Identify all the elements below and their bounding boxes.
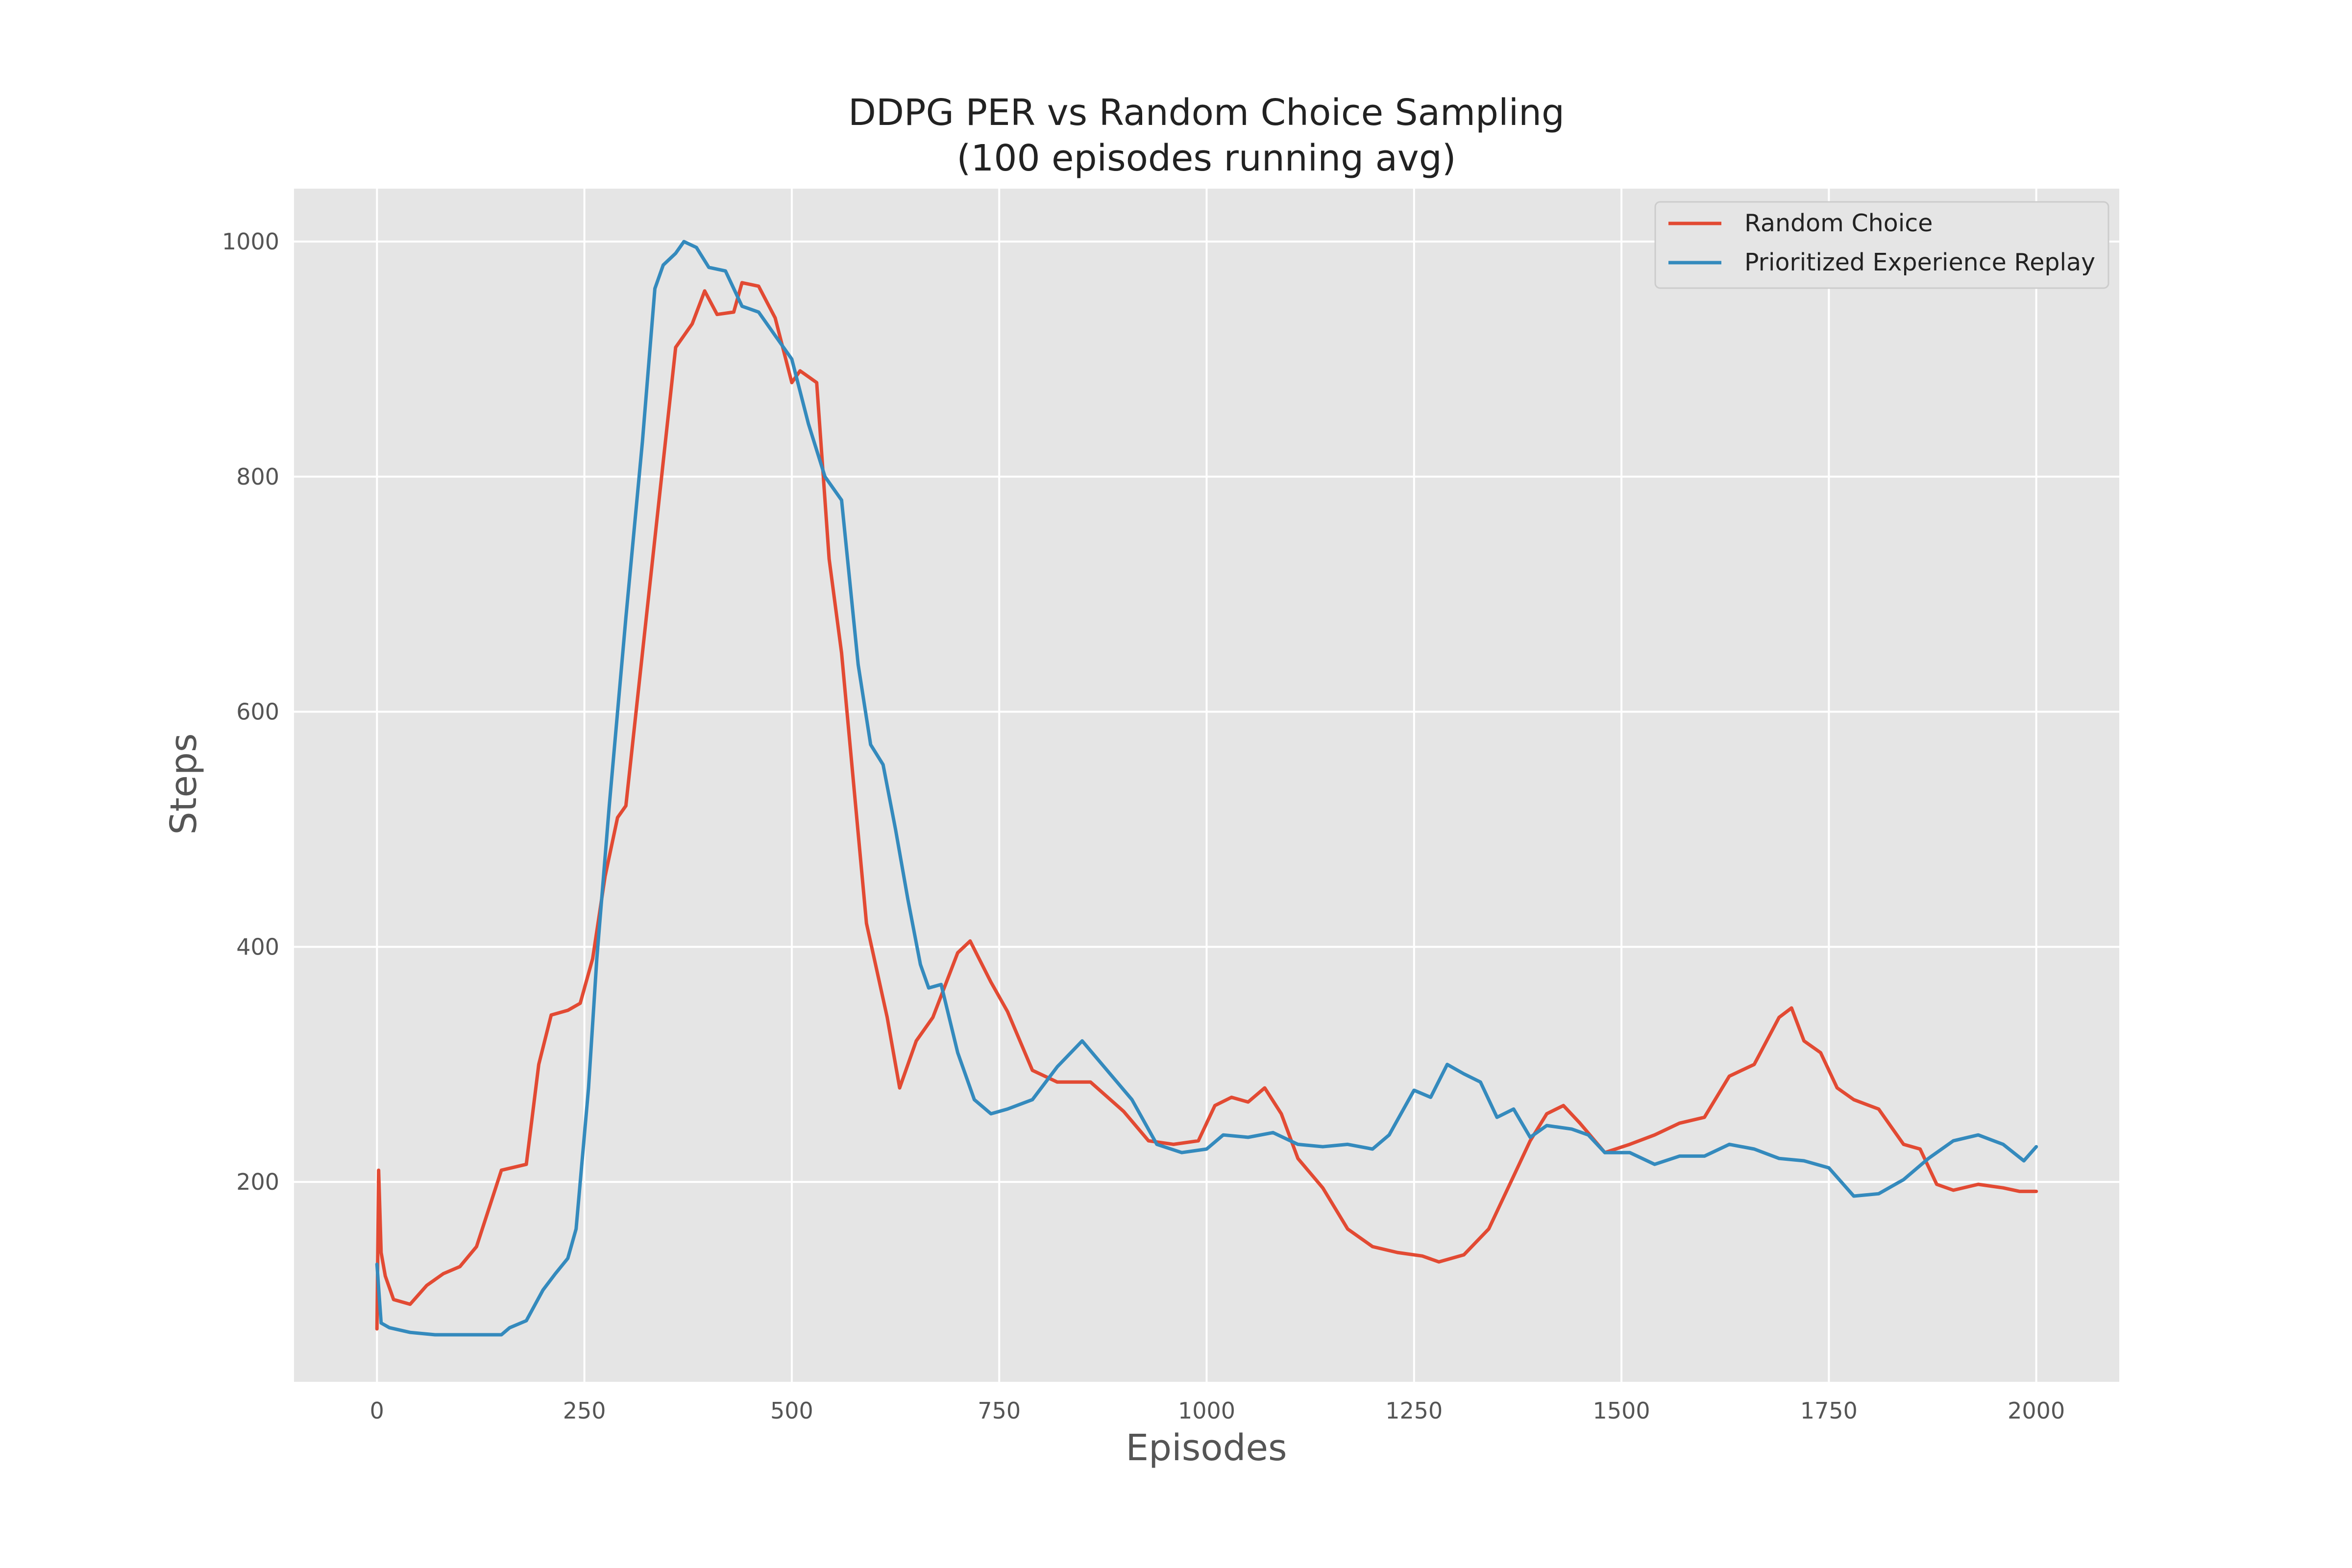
series-line-random-choice xyxy=(375,281,2038,1331)
y-tick-label: 1000 xyxy=(222,228,279,255)
legend-box xyxy=(1654,201,2109,289)
y-tick-label: 200 xyxy=(236,1169,279,1195)
x-tick-label: 2000 xyxy=(2008,1397,2065,1424)
legend-label-random-choice: Random Choice xyxy=(1744,209,1933,237)
x-tick-label: 1250 xyxy=(1385,1397,1443,1424)
x-tick-labels: 0 250 500 750 1000 1250 1500 1750 2000 xyxy=(370,1397,2065,1424)
x-tick-label: 1500 xyxy=(1593,1397,1650,1424)
legend: Random Choice Prioritized Experience Rep… xyxy=(1654,201,2109,289)
y-tick-label: 800 xyxy=(236,464,279,490)
series-layer xyxy=(375,240,2038,1337)
series-line-prioritized-experience-replay xyxy=(375,240,2038,1337)
chart-title: DDPG PER vs Random Choice Sampling xyxy=(848,92,1565,134)
x-tick-label: 250 xyxy=(563,1397,606,1424)
y-axis-label: Steps xyxy=(163,733,205,834)
grid-lines xyxy=(294,189,2119,1382)
chart-subtitle: (100 episodes running avg) xyxy=(956,137,1456,179)
x-tick-label: 1000 xyxy=(1178,1397,1235,1424)
x-tick-label: 0 xyxy=(370,1397,384,1424)
legend-label-prioritized-experience-replay: Prioritized Experience Replay xyxy=(1744,248,2095,276)
y-tick-label: 400 xyxy=(236,933,279,960)
x-tick-label: 500 xyxy=(770,1397,813,1424)
x-tick-label: 1750 xyxy=(1800,1397,1858,1424)
y-tick-labels: 200 400 600 800 1000 xyxy=(222,228,279,1195)
x-tick-label: 750 xyxy=(978,1397,1021,1424)
x-axis-label: Episodes xyxy=(1126,1427,1287,1469)
y-tick-label: 600 xyxy=(236,699,279,725)
